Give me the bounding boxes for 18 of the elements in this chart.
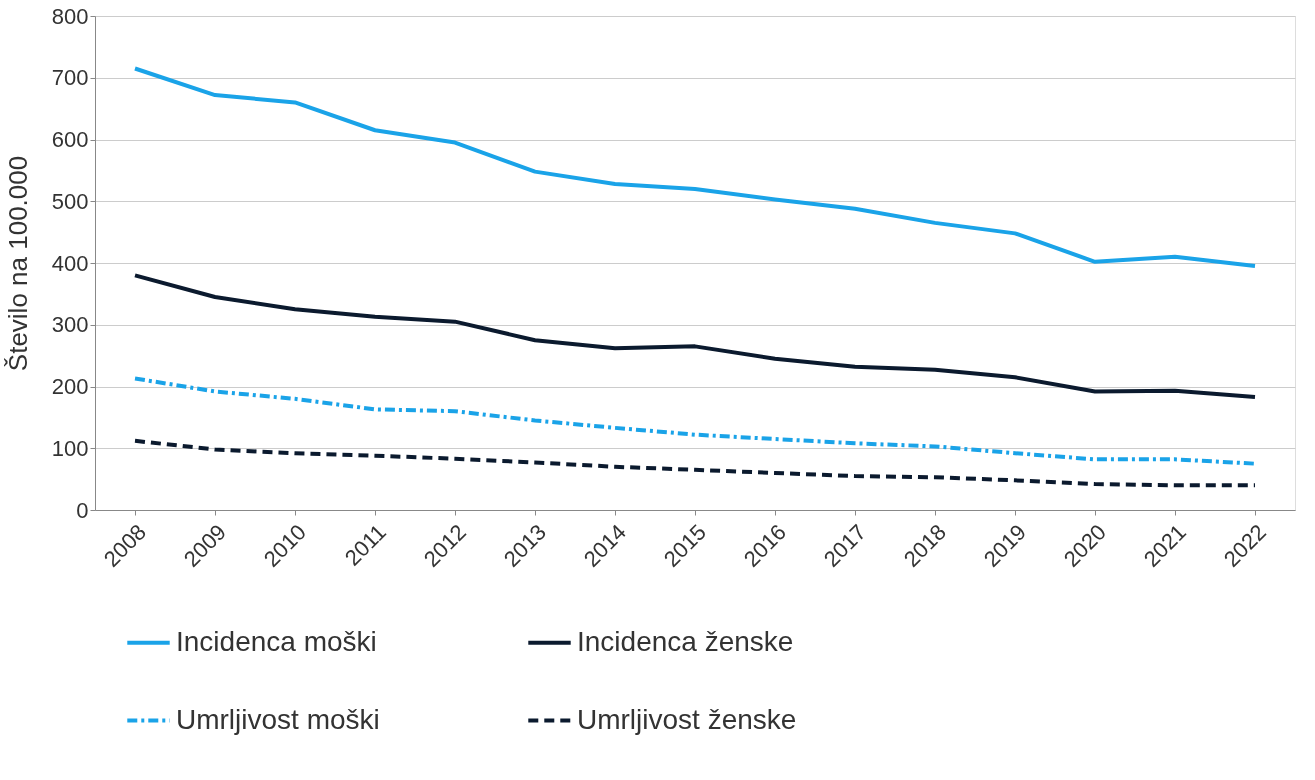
y-tick-label: 200 bbox=[51, 374, 89, 399]
legend-label: Umrljivost moški bbox=[176, 703, 380, 735]
y-tick-label: 300 bbox=[51, 312, 89, 338]
legend-label: Incidenca ženske bbox=[577, 625, 794, 657]
y-tick-label: 600 bbox=[51, 127, 89, 152]
line-series bbox=[133, 438, 1257, 488]
y-tick-label: 800 bbox=[51, 3, 89, 29]
y-tick-label: 100 bbox=[51, 435, 89, 461]
legend-label: Incidenca moški bbox=[176, 625, 377, 657]
y-axis-title: Število na 100.000 bbox=[2, 155, 33, 372]
line-series bbox=[133, 66, 1257, 269]
line-series bbox=[133, 273, 1257, 399]
y-tick-label: 400 bbox=[51, 250, 89, 276]
y-tick-label: 500 bbox=[51, 188, 89, 214]
line-series bbox=[133, 376, 1257, 466]
y-tick-label: 700 bbox=[51, 65, 89, 91]
legend-label: Umrljivost ženske bbox=[577, 703, 797, 735]
y-tick-label: 0 bbox=[76, 497, 89, 523]
